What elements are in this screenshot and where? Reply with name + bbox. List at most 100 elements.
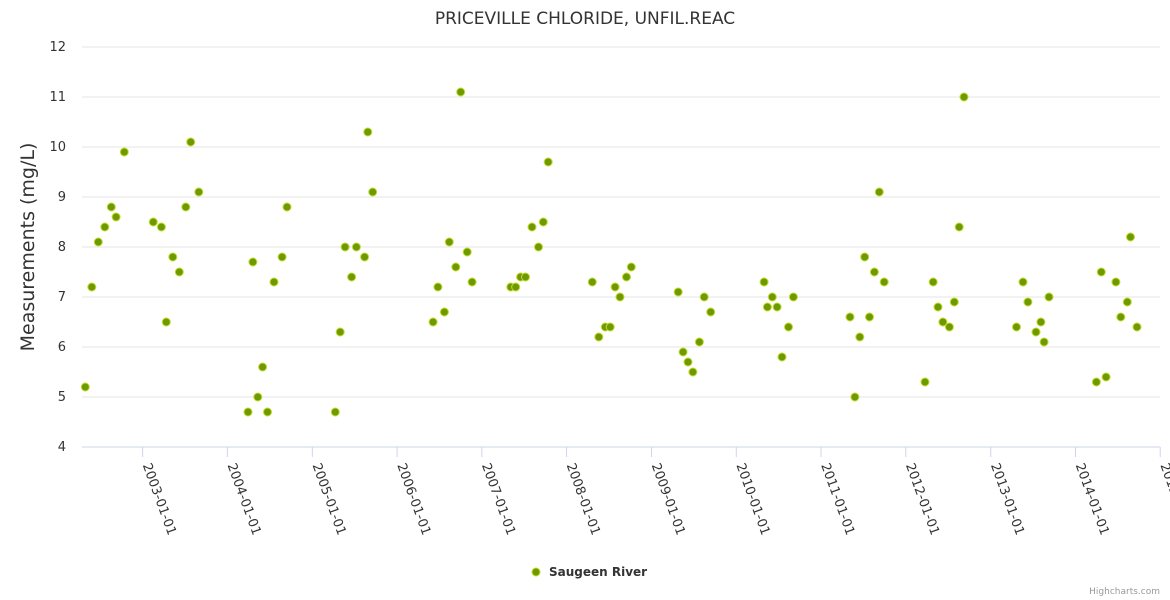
data-point[interactable] — [860, 252, 870, 262]
data-point[interactable] — [1091, 377, 1101, 387]
data-point[interactable] — [439, 307, 449, 317]
credits-link[interactable]: Highcharts.com — [1089, 587, 1160, 597]
data-point[interactable] — [587, 277, 597, 287]
data-point[interactable] — [360, 252, 370, 262]
data-point[interactable] — [605, 322, 615, 332]
data-point[interactable] — [626, 262, 636, 272]
legend-item-saugeen-river[interactable]: Saugeen River — [549, 565, 647, 579]
data-point[interactable] — [879, 277, 889, 287]
data-point[interactable] — [1101, 372, 1111, 382]
data-point[interactable] — [186, 137, 196, 147]
data-point[interactable] — [874, 187, 884, 197]
data-point[interactable] — [335, 327, 345, 337]
data-point[interactable] — [87, 282, 97, 292]
data-point[interactable] — [920, 377, 930, 387]
data-point[interactable] — [174, 267, 184, 277]
data-point[interactable] — [106, 202, 116, 212]
data-point[interactable] — [1023, 297, 1033, 307]
data-point[interactable] — [269, 277, 279, 287]
data-point[interactable] — [521, 272, 530, 282]
legend-marker[interactable] — [531, 567, 541, 577]
data-point[interactable] — [845, 312, 855, 322]
data-point[interactable] — [610, 282, 620, 292]
data-point[interactable] — [788, 292, 798, 302]
data-point[interactable] — [248, 257, 258, 267]
data-point[interactable] — [1018, 277, 1028, 287]
data-point[interactable] — [534, 242, 543, 252]
data-point[interactable] — [243, 407, 253, 417]
data-point[interactable] — [855, 332, 865, 342]
data-point[interactable] — [683, 357, 693, 367]
data-point[interactable] — [111, 212, 121, 222]
data-point[interactable] — [80, 382, 90, 392]
data-point[interactable] — [944, 322, 954, 332]
data-point[interactable] — [762, 302, 772, 312]
data-point[interactable] — [1116, 312, 1126, 322]
data-point[interactable] — [340, 242, 350, 252]
data-point[interactable] — [959, 92, 969, 102]
data-point[interactable] — [759, 277, 769, 287]
data-point[interactable] — [363, 127, 373, 137]
data-point[interactable] — [467, 277, 477, 287]
data-point[interactable] — [1031, 327, 1041, 337]
data-point[interactable] — [767, 292, 777, 302]
data-point[interactable] — [462, 247, 472, 257]
data-point[interactable] — [1012, 322, 1021, 332]
data-point[interactable] — [347, 272, 357, 282]
data-point[interactable] — [168, 252, 178, 262]
data-point[interactable] — [699, 292, 709, 302]
data-point[interactable] — [678, 347, 688, 357]
data-point[interactable] — [194, 187, 204, 197]
data-point[interactable] — [1039, 337, 1049, 347]
data-point[interactable] — [777, 352, 787, 362]
data-point[interactable] — [784, 322, 793, 332]
data-point[interactable] — [688, 367, 698, 377]
data-point[interactable] — [444, 237, 454, 247]
data-point[interactable] — [538, 217, 548, 227]
data-point[interactable] — [161, 317, 171, 327]
data-point[interactable] — [594, 332, 604, 342]
data-point[interactable] — [156, 222, 166, 232]
data-point[interactable] — [869, 267, 879, 277]
data-point[interactable] — [1132, 322, 1142, 332]
data-point[interactable] — [330, 407, 340, 417]
data-point[interactable] — [949, 297, 959, 307]
data-point[interactable] — [148, 217, 158, 227]
data-point[interactable] — [282, 202, 292, 212]
data-point[interactable] — [622, 272, 631, 282]
data-point[interactable] — [456, 87, 466, 97]
data-point[interactable] — [263, 407, 272, 417]
data-point[interactable] — [1126, 232, 1135, 242]
data-point[interactable] — [1111, 277, 1121, 287]
data-point[interactable] — [100, 222, 110, 232]
data-point[interactable] — [694, 337, 704, 347]
legend[interactable]: Saugeen River — [531, 565, 647, 579]
data-point[interactable] — [543, 157, 553, 167]
data-point[interactable] — [258, 362, 268, 372]
data-point[interactable] — [938, 317, 948, 327]
data-point[interactable] — [1122, 297, 1132, 307]
data-point[interactable] — [181, 202, 191, 212]
data-point[interactable] — [706, 307, 716, 317]
data-point[interactable] — [253, 392, 263, 402]
data-point[interactable] — [368, 187, 378, 197]
data-point[interactable] — [928, 277, 938, 287]
data-point[interactable] — [351, 242, 361, 252]
data-point[interactable] — [615, 292, 625, 302]
data-point[interactable] — [433, 282, 443, 292]
data-point[interactable] — [933, 302, 943, 312]
data-point[interactable] — [511, 282, 521, 292]
data-point[interactable] — [1036, 317, 1046, 327]
data-point[interactable] — [865, 312, 874, 322]
data-point[interactable] — [277, 252, 287, 262]
data-point[interactable] — [1096, 267, 1106, 277]
data-point[interactable] — [428, 317, 438, 327]
data-point[interactable] — [119, 147, 129, 157]
data-point[interactable] — [1044, 292, 1054, 302]
data-point[interactable] — [451, 262, 461, 272]
data-point[interactable] — [673, 287, 683, 297]
data-point[interactable] — [954, 222, 964, 232]
data-point[interactable] — [93, 237, 103, 247]
data-point[interactable] — [527, 222, 537, 232]
data-point[interactable] — [850, 392, 860, 402]
